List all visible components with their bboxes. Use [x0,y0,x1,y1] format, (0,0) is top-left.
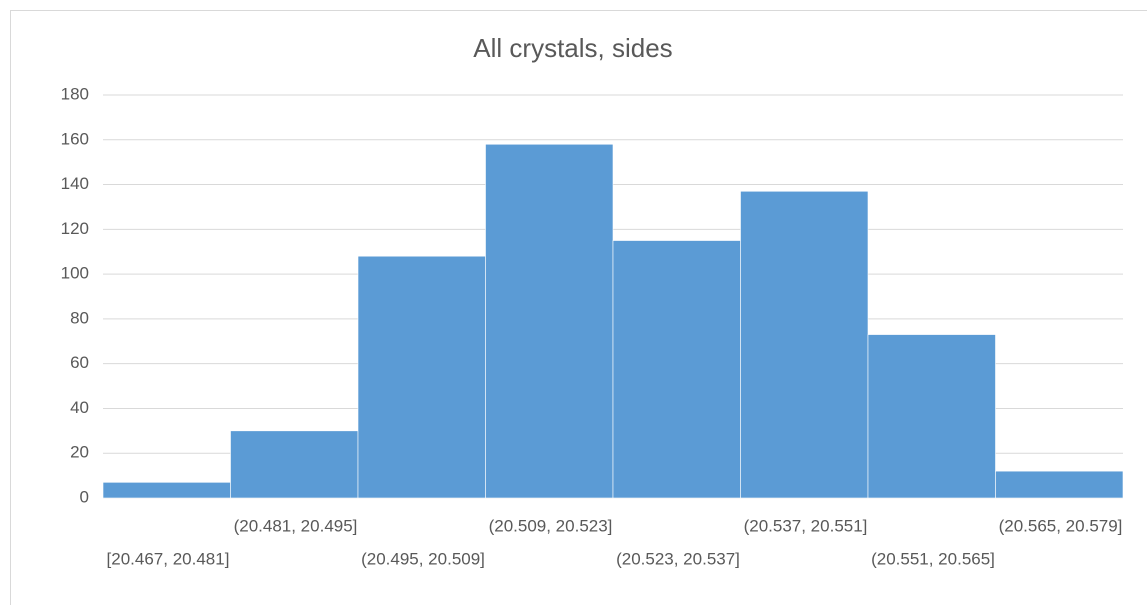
y-tick-label: 40 [70,398,89,417]
y-tick-label: 60 [70,353,89,372]
x-tick-label: (20.509, 20.523] [489,516,613,535]
bar [357,255,486,499]
y-tick-label: 120 [61,219,89,238]
y-tick-label: 0 [80,487,89,506]
bar [995,470,1124,499]
x-tick-label: [20.467, 20.481] [107,549,230,568]
bar [740,190,869,499]
chart-title: All crystals, sides [473,33,672,63]
x-tick-label: (20.537, 20.551] [744,516,868,535]
bar [867,334,996,499]
y-tick-label: 80 [70,308,89,327]
bar [102,482,231,499]
x-tick-label: (20.481, 20.495] [234,516,358,535]
bar [612,240,741,499]
y-tick-label: 140 [61,174,89,193]
chart-frame [10,10,1147,605]
y-tick-label: 180 [61,84,89,103]
x-tick-label: (20.565, 20.579] [999,516,1123,535]
y-tick-label: 160 [61,129,89,148]
y-tick-label: 100 [61,264,89,283]
x-tick-label: (20.551, 20.565] [871,549,995,568]
y-tick-label: 20 [70,443,89,462]
x-tick-label: (20.523, 20.537] [616,549,740,568]
x-tick-label: (20.495, 20.509] [361,549,485,568]
bar [485,143,614,499]
bar [230,430,359,499]
